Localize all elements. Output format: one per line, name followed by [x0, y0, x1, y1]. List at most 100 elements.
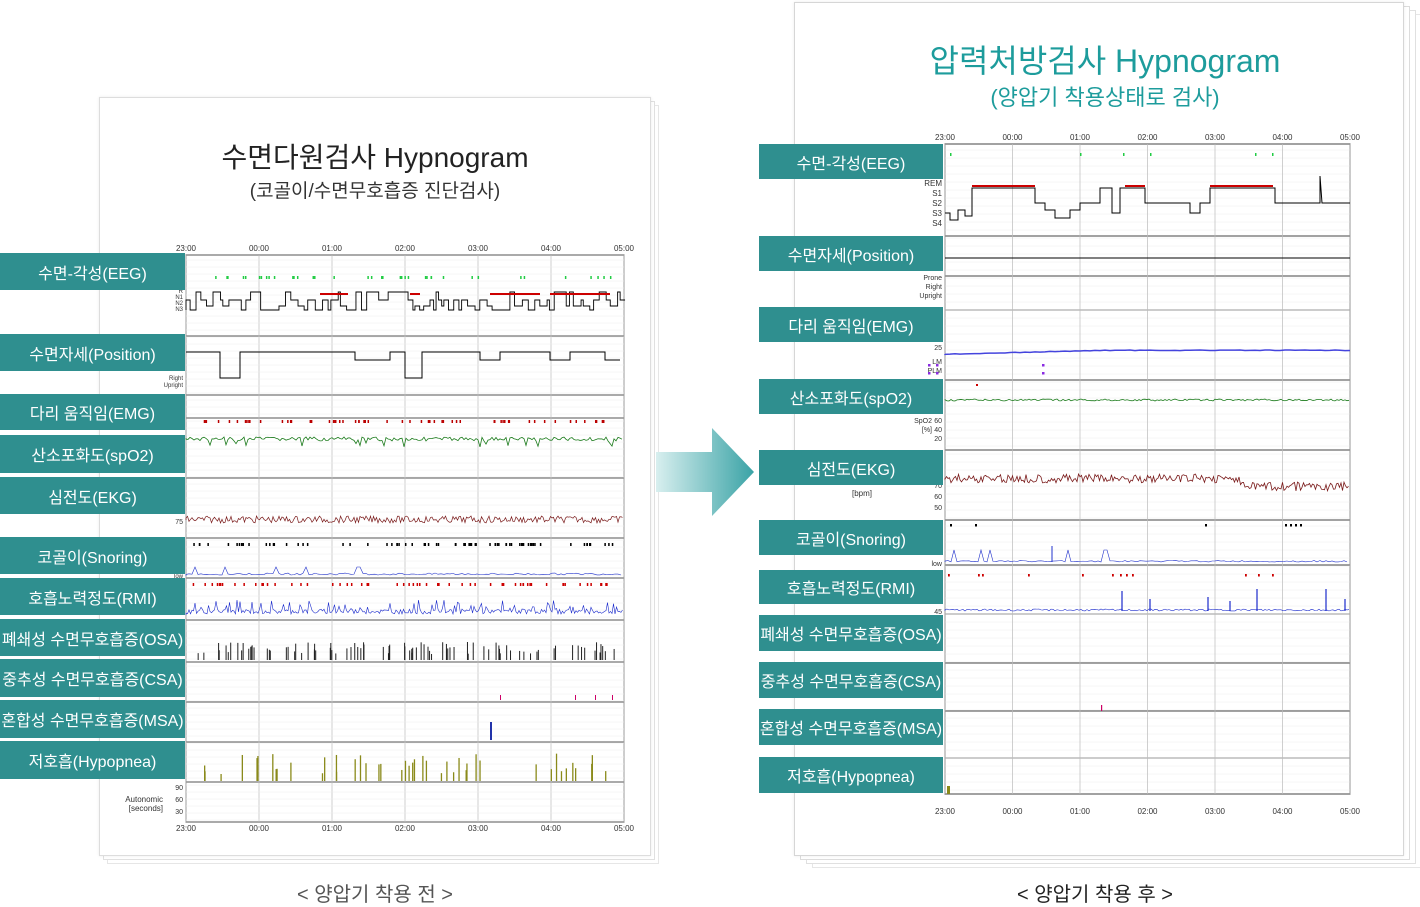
eeg-hypnogram-line — [185, 291, 626, 311]
rmi-marker — [606, 583, 608, 586]
left-subtitle: (코골이/수면무호흡증 진단검사) — [249, 181, 501, 202]
osa-bar — [253, 647, 255, 660]
hypopnea-bar — [572, 762, 574, 781]
eeg-axis-label: S3 — [932, 209, 942, 218]
eeg-marker — [293, 276, 295, 279]
rmi-marker — [1132, 574, 1134, 577]
osa-bar — [218, 650, 220, 660]
eeg-marker — [520, 276, 522, 279]
emg-marker — [420, 420, 423, 423]
snoring-marker — [198, 543, 201, 546]
rmi-marker — [339, 583, 341, 586]
osa-bar — [596, 642, 598, 660]
snoring-marker — [269, 543, 271, 546]
snoring-marker — [494, 543, 497, 546]
spo2-line — [944, 398, 1350, 402]
rmi-marker — [522, 583, 524, 586]
hypopnea-bar — [458, 757, 460, 781]
rmi-marker — [545, 583, 548, 586]
snoring-marker — [489, 543, 491, 546]
snoring-marker — [469, 543, 472, 546]
emg-marker — [287, 420, 289, 423]
emg-marker — [508, 420, 511, 423]
hypopnea-bar — [555, 753, 558, 781]
eeg-marker — [268, 276, 270, 279]
eeg-marker — [523, 276, 526, 279]
left-channel-label: 혼합성 수면무호흡증(MSA) — [0, 700, 185, 738]
time-tick-top: 01:00 — [1070, 133, 1091, 142]
time-tick-bottom: 04:00 — [541, 824, 562, 833]
emg-marker — [409, 420, 411, 423]
snoring-marker — [427, 543, 430, 546]
hypopnea-bar — [404, 760, 407, 781]
osa-bar — [241, 650, 243, 660]
osa-bar — [415, 647, 417, 660]
eeg-marker — [1123, 153, 1125, 156]
eeg-marker — [590, 276, 592, 279]
rmi-marker — [586, 583, 589, 586]
osa-bar — [499, 653, 501, 660]
snoring-marker — [496, 543, 499, 546]
emg-marker — [533, 420, 536, 423]
osa-bar — [530, 653, 532, 660]
emg-marker — [332, 420, 335, 423]
emg-marker — [500, 420, 502, 423]
snoring-marker — [1295, 524, 1297, 527]
rmi-marker — [461, 583, 463, 586]
emg-marker — [367, 420, 370, 423]
osa-bar — [237, 642, 239, 660]
hypopnea-bar — [408, 765, 410, 781]
hypopnea-bar — [560, 771, 563, 781]
osa-bar — [519, 650, 521, 660]
osa-bar — [301, 652, 303, 660]
emg-marker — [928, 364, 931, 367]
snoring-marker — [227, 543, 230, 546]
eeg-axis-label: S1 — [932, 189, 942, 198]
time-tick-bottom: 04:00 — [1272, 807, 1293, 816]
ekg-axis-value: 75 — [175, 519, 183, 526]
rmi-marker — [346, 583, 349, 586]
eeg-marker — [1150, 153, 1152, 156]
eeg-marker — [404, 276, 406, 279]
hypopnea-bar — [378, 764, 380, 781]
hypopnea-bar — [591, 755, 593, 781]
spo2-axis-label: SpO2 — [914, 418, 932, 425]
rmi-marker — [590, 583, 592, 586]
autonomic-tick: 60 — [175, 797, 183, 804]
snoring-marker — [398, 543, 400, 546]
hypopnea-bar — [565, 768, 567, 781]
snoring-marker — [498, 543, 500, 546]
emg-marker — [455, 420, 458, 423]
osa-bar — [315, 650, 317, 660]
snoring-marker — [470, 543, 473, 546]
snoring-line — [944, 548, 1348, 563]
osa-bar — [445, 643, 447, 660]
emg-marker — [494, 420, 496, 423]
rmi-marker — [408, 583, 410, 586]
position-axis-label: Upright — [164, 383, 184, 389]
rmi-marker — [419, 583, 421, 586]
snoring-marker — [468, 543, 470, 546]
snoring-line — [185, 566, 622, 576]
rmi-marker — [266, 583, 269, 586]
autonomic-label: [seconds] — [129, 804, 163, 813]
snoring-marker — [509, 543, 511, 546]
snoring-marker — [510, 543, 513, 546]
rmi-marker — [332, 583, 334, 586]
osa-bar — [423, 644, 425, 660]
emg-marker — [575, 420, 577, 423]
left-title: 수면다원검사 Hypnogram — [221, 142, 529, 173]
emg-marker — [502, 420, 504, 423]
arrow-right-icon — [656, 428, 754, 516]
rmi-marker — [412, 583, 415, 586]
hypopnea-bar — [550, 769, 552, 781]
osa-bar — [602, 646, 604, 660]
emg-marker — [342, 420, 344, 423]
snoring-marker — [534, 543, 536, 546]
snoring-marker — [391, 543, 393, 546]
eeg-axis-label: S2 — [932, 199, 942, 208]
eeg-marker — [399, 276, 402, 279]
osa-bar — [499, 648, 501, 660]
rmi-marker — [366, 583, 368, 586]
snoring-marker — [435, 543, 438, 546]
